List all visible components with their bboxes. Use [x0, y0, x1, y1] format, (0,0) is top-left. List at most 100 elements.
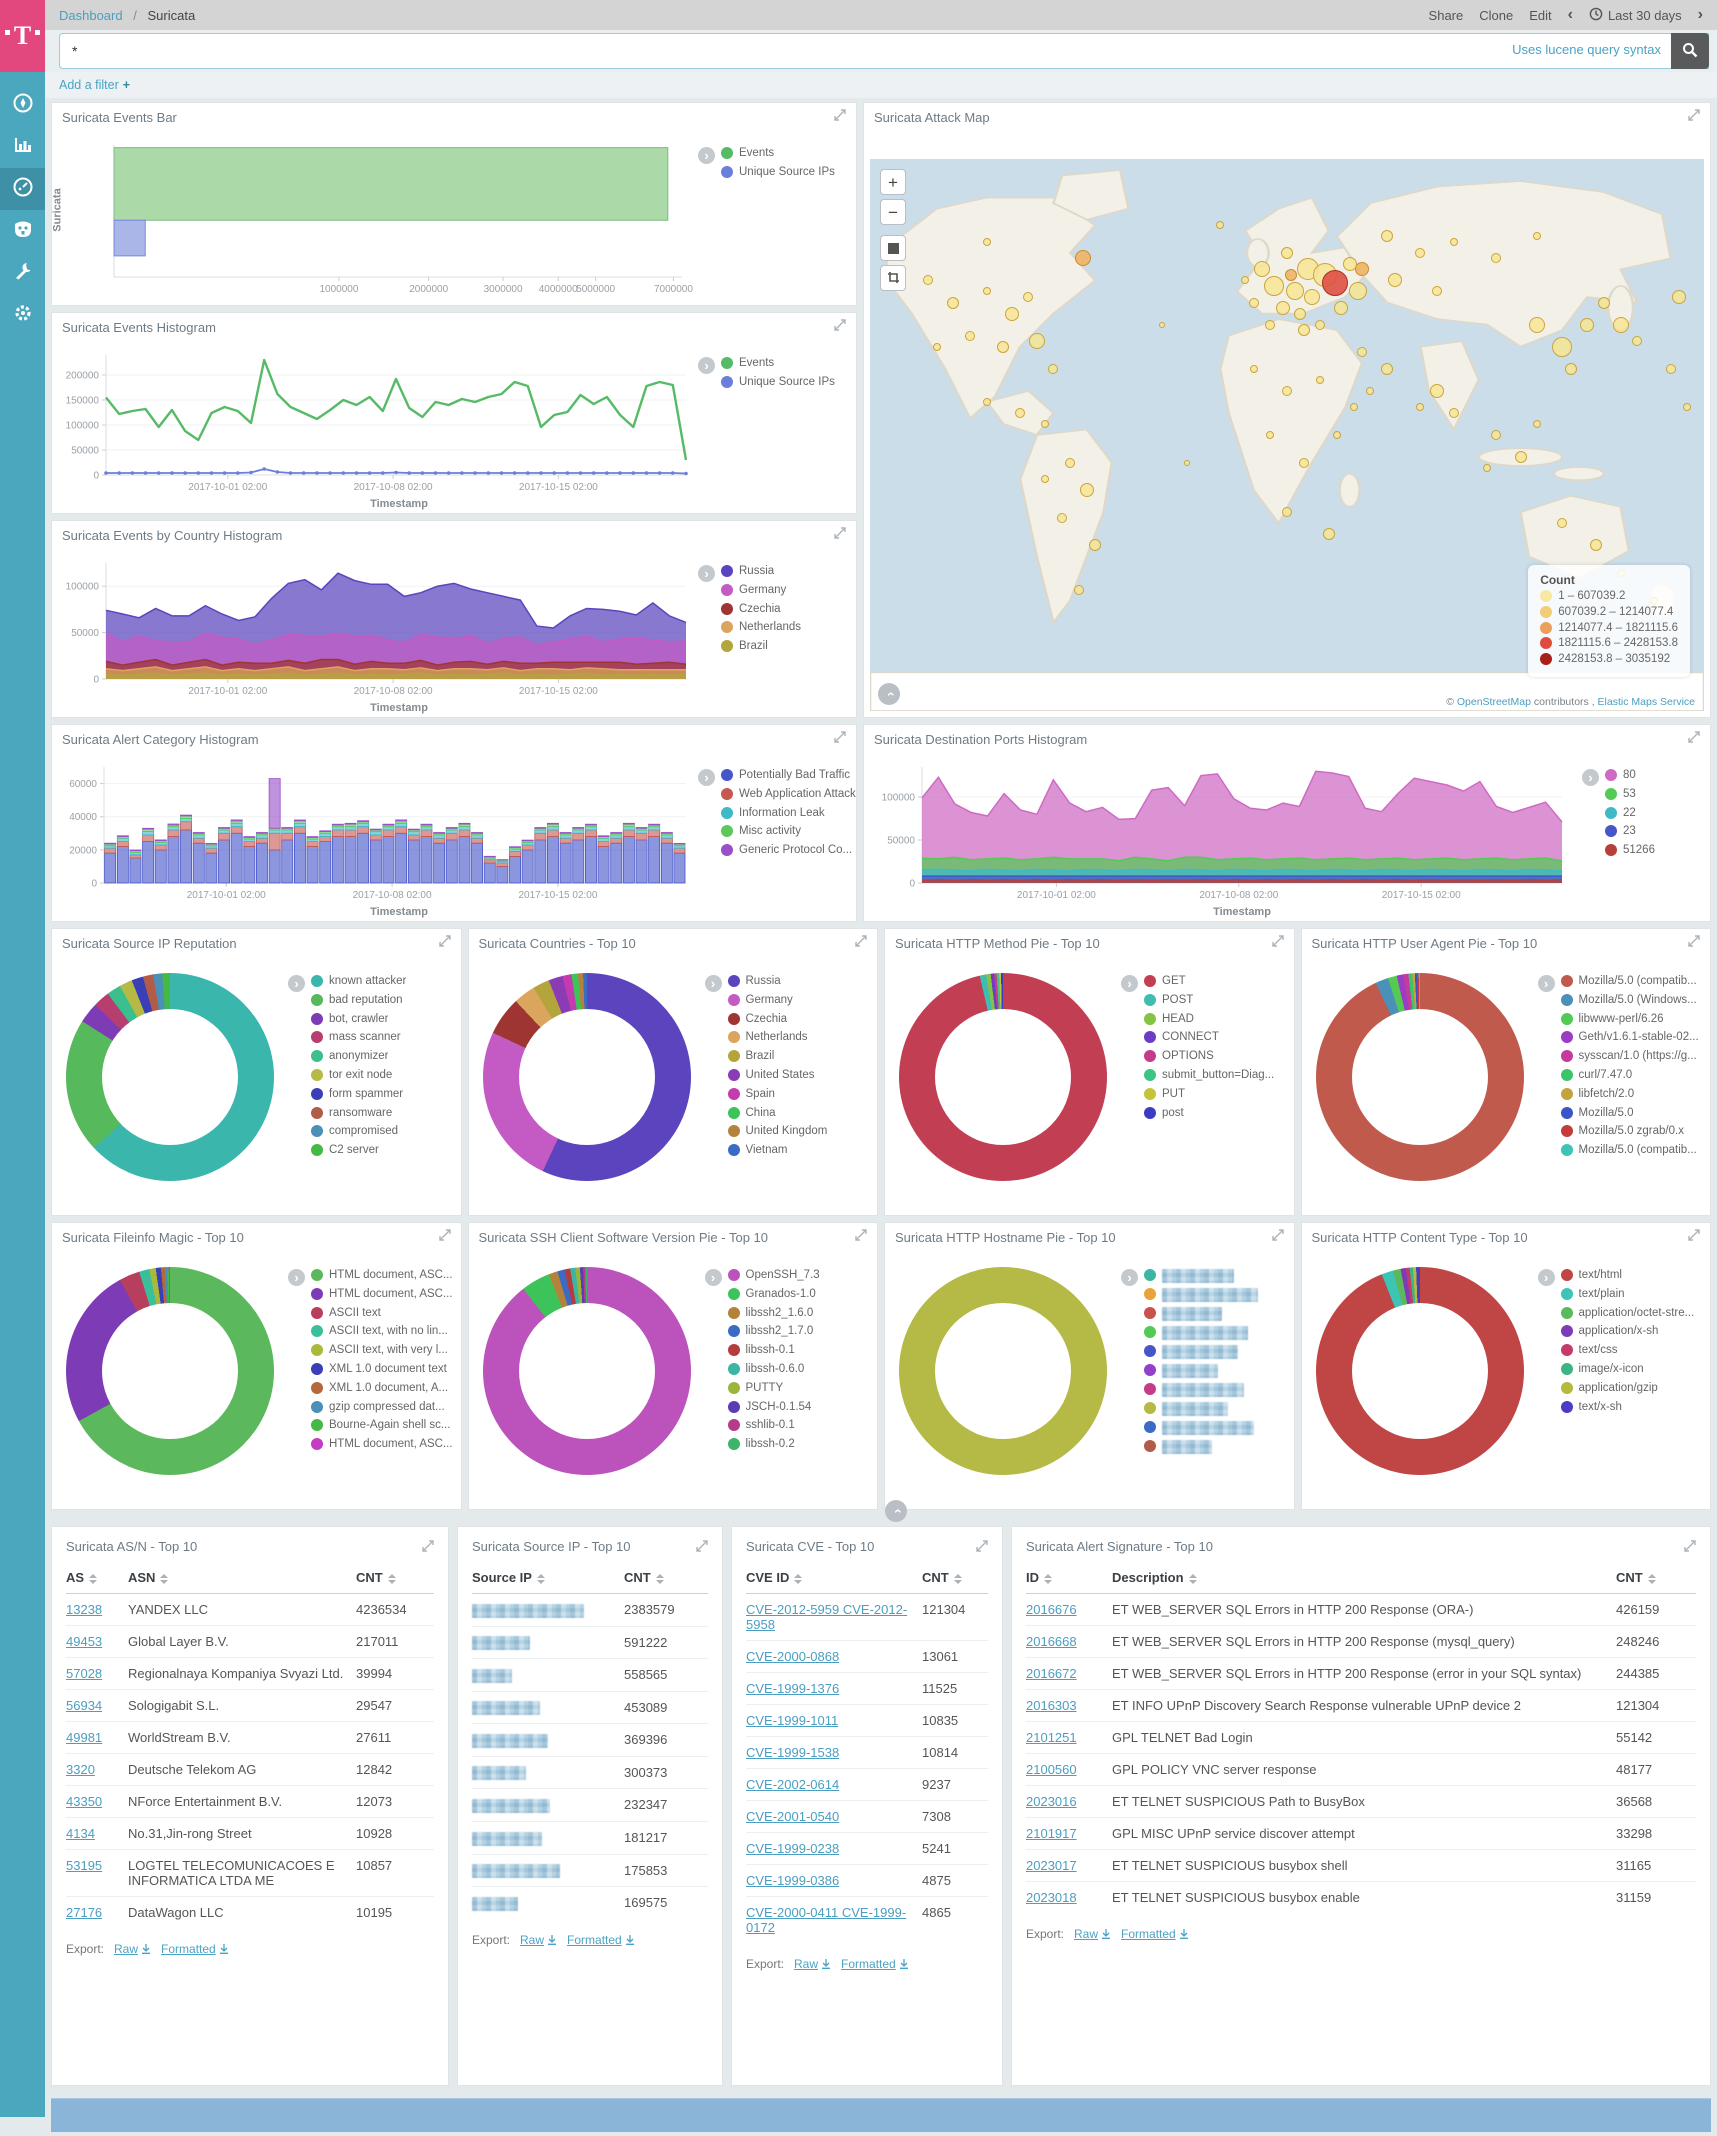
- map-marker[interactable]: [1285, 268, 1298, 281]
- legend-item[interactable]: libwww-perl/6.26: [1560, 1012, 1705, 1027]
- legend-item[interactable]: tor exit node: [311, 1068, 455, 1083]
- table-link[interactable]: 2023018: [1026, 1890, 1077, 1905]
- legend-item[interactable]: sysscan/1.0 (https://g...: [1560, 1050, 1705, 1064]
- legend-item[interactable]: HEAD: [1144, 1012, 1288, 1027]
- expand-icon[interactable]: [438, 934, 451, 952]
- table-link[interactable]: 53195: [66, 1858, 103, 1873]
- legend-item[interactable]: GET: [1144, 975, 1288, 989]
- legend-item[interactable]: Events: [721, 147, 848, 161]
- legend-item[interactable]: OpenSSH_7.3: [727, 1269, 872, 1283]
- legend-item[interactable]: Czechia: [727, 1012, 872, 1027]
- map-marker[interactable]: [1264, 275, 1285, 296]
- http-content-type-donut[interactable]: [1315, 1267, 1524, 1475]
- map-marker[interactable]: [1316, 375, 1325, 384]
- map-marker[interactable]: [965, 330, 976, 341]
- legend-item[interactable]: 80: [1605, 769, 1702, 783]
- expand-icon[interactable]: [438, 1228, 451, 1246]
- map-marker[interactable]: [1028, 333, 1045, 350]
- legend-toggle-icon[interactable]: ›: [1582, 769, 1599, 786]
- legend-item[interactable]: [1144, 1288, 1288, 1302]
- export-raw-link[interactable]: Raw: [114, 1942, 151, 1956]
- column-header[interactable]: ASN: [128, 1564, 356, 1594]
- map-marker[interactable]: [1448, 407, 1459, 418]
- fileinfo-magic-donut[interactable]: [66, 1267, 274, 1475]
- map-marker[interactable]: [1265, 319, 1276, 330]
- legend-item[interactable]: Netherlands: [727, 1031, 872, 1045]
- http-hostname-donut[interactable]: [899, 1267, 1107, 1475]
- legend-toggle-icon[interactable]: ›: [1537, 1269, 1555, 1286]
- map-marker[interactable]: [1015, 407, 1026, 418]
- legend-item[interactable]: HTML document, ASC...: [311, 1287, 455, 1302]
- legend-item[interactable]: sshlib-0.1: [727, 1419, 872, 1433]
- legend-item[interactable]: Czechia: [721, 602, 848, 617]
- legend-item[interactable]: Bourne-Again shell sc...: [311, 1419, 455, 1433]
- column-header[interactable]: AS: [66, 1564, 128, 1594]
- map-marker[interactable]: [1275, 301, 1290, 316]
- elastic-maps-link[interactable]: Elastic Maps Service: [1597, 696, 1695, 708]
- table-link[interactable]: 57028: [66, 1666, 103, 1681]
- expand-icon[interactable]: [1684, 1539, 1696, 1564]
- legend-item[interactable]: Potentially Bad Traffic: [721, 769, 856, 783]
- sidebar-item-dev-tools[interactable]: [0, 252, 45, 294]
- map-marker[interactable]: [1449, 237, 1458, 246]
- legend-item[interactable]: Mozilla/5.0 zgrab/0.x: [1560, 1125, 1705, 1139]
- map-marker[interactable]: [1342, 256, 1357, 271]
- map-marker[interactable]: [1216, 221, 1225, 230]
- legend-item[interactable]: [1144, 1421, 1288, 1435]
- map-marker[interactable]: [1282, 507, 1292, 518]
- legend-item[interactable]: libssh2_1.7.0: [727, 1325, 872, 1339]
- legend-item[interactable]: Vietnam: [727, 1144, 872, 1158]
- table-link[interactable]: 2016676: [1026, 1602, 1077, 1617]
- map-marker[interactable]: [1281, 246, 1293, 259]
- legend-toggle-icon[interactable]: ›: [1121, 975, 1138, 992]
- table-link[interactable]: CVE-1999-1376: [746, 1681, 840, 1696]
- zoom-in-button[interactable]: +: [880, 169, 906, 195]
- map-marker[interactable]: [1357, 347, 1368, 358]
- sidebar-item-visualize[interactable]: [0, 126, 45, 168]
- map-marker[interactable]: [1315, 319, 1326, 330]
- legend-toggle-icon[interactable]: ›: [1121, 1269, 1138, 1286]
- legend-item[interactable]: [1144, 1307, 1288, 1321]
- legend-toggle-icon[interactable]: ›: [288, 975, 305, 992]
- map-marker[interactable]: [1249, 364, 1258, 373]
- map-marker[interactable]: [1348, 282, 1367, 301]
- legend-item[interactable]: gzip compressed dat...: [311, 1400, 455, 1415]
- map-marker[interactable]: [1056, 512, 1067, 523]
- sidebar-item-timelion[interactable]: [0, 210, 45, 252]
- legend-item[interactable]: application/gzip: [1560, 1381, 1705, 1396]
- countries-donut[interactable]: [482, 973, 691, 1181]
- legend-item[interactable]: [1144, 1326, 1288, 1340]
- export-formatted-link[interactable]: Formatted: [1121, 1927, 1189, 1941]
- map-marker[interactable]: [1183, 459, 1190, 466]
- legend-item[interactable]: ASCII text: [311, 1306, 455, 1321]
- legend-item[interactable]: text/x-sh: [1560, 1400, 1705, 1415]
- legend-item[interactable]: Unique Source IPs: [721, 165, 848, 180]
- expand-icon[interactable]: [834, 730, 846, 748]
- map-marker[interactable]: [1564, 362, 1577, 375]
- map-marker[interactable]: [1552, 336, 1573, 357]
- map-marker[interactable]: [1490, 253, 1501, 264]
- legend-item[interactable]: HTML document, ASC...: [311, 1438, 455, 1452]
- legend-item[interactable]: 51266: [1605, 844, 1702, 858]
- map-marker[interactable]: [1416, 403, 1425, 412]
- map-marker[interactable]: [1293, 307, 1306, 320]
- legend-item[interactable]: XML 1.0 document text: [311, 1362, 455, 1377]
- map-marker[interactable]: [1253, 261, 1270, 278]
- map-marker[interactable]: [1304, 289, 1321, 305]
- expand-icon[interactable]: [834, 318, 846, 336]
- legend-item[interactable]: Granados-1.0: [727, 1287, 872, 1302]
- legend-item[interactable]: CONNECT: [1144, 1031, 1288, 1045]
- legend-item[interactable]: libssh-0.2: [727, 1438, 872, 1452]
- table-link[interactable]: CVE-2012-5959 CVE-2012-5958: [746, 1602, 908, 1632]
- tmobile-logo[interactable]: T: [0, 0, 45, 72]
- sidebar-item-discover[interactable]: [0, 84, 45, 126]
- column-header[interactable]: CNT: [356, 1564, 434, 1594]
- expand-icon[interactable]: [855, 1228, 867, 1246]
- map-marker[interactable]: [1415, 247, 1426, 258]
- legend-toggle-icon[interactable]: ›: [704, 1269, 722, 1286]
- map-marker[interactable]: [1349, 403, 1358, 412]
- map-marker[interactable]: [1490, 430, 1501, 440]
- legend-item[interactable]: Brazil: [721, 640, 848, 654]
- query-syntax-link[interactable]: Uses lucene query syntax: [1512, 42, 1661, 57]
- legend-item[interactable]: Misc activity: [721, 825, 856, 839]
